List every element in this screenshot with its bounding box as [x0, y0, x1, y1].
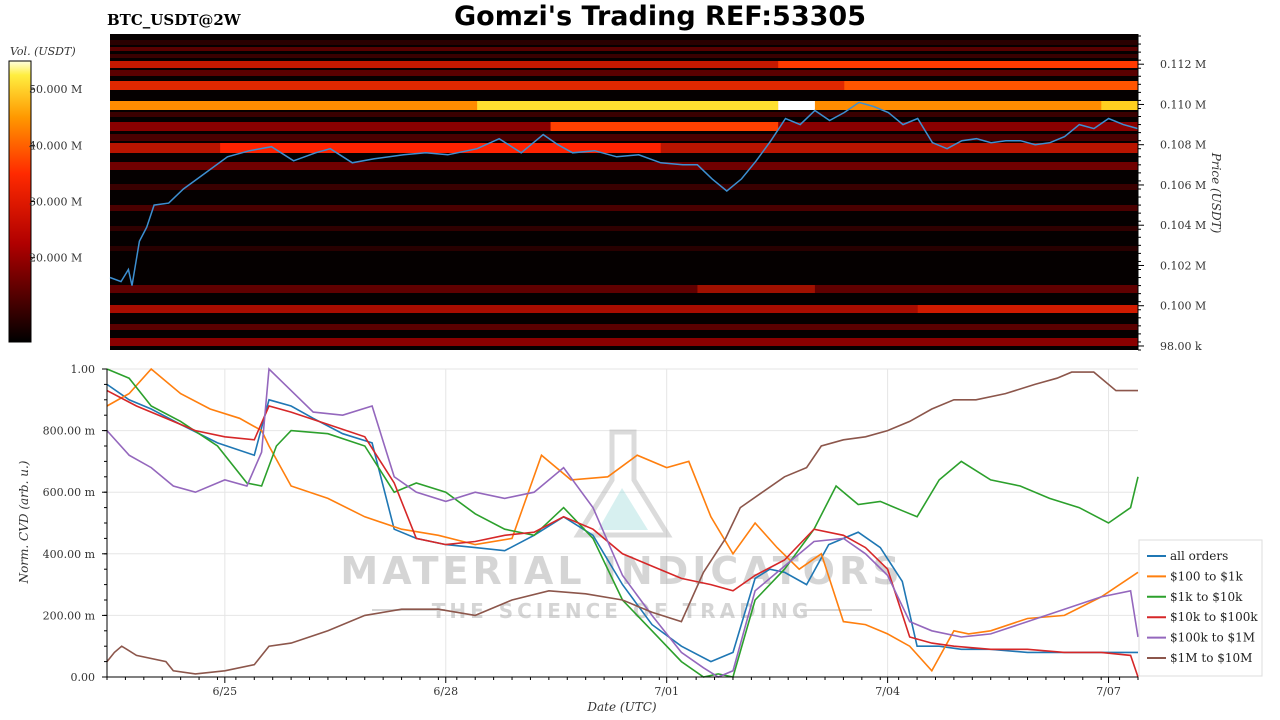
series-line-100_1k [106, 367, 1139, 673]
colorbar-tick-label: 50.000 M [29, 83, 82, 96]
series-line-1m_10m [106, 371, 1138, 675]
heatmap-band-highlight [778, 61, 1138, 68]
chart-title: Gomzi's Trading REF:53305 [454, 1, 866, 32]
legend-entry: $100 to $1k [1170, 569, 1243, 583]
heatmap-band [110, 324, 1138, 330]
legend-entry: $1M to $10M [1170, 651, 1252, 665]
heatmap-band [110, 246, 1138, 251]
heatmap-band [110, 54, 1138, 58]
heatmap-band [110, 184, 1138, 190]
heatmap-band-highlight [917, 305, 1138, 313]
heatmap-band [110, 205, 1138, 211]
series-line-100k_1m [106, 367, 1139, 678]
price-tick-label: 98.00 k [1160, 340, 1202, 353]
heatmap-band-highlight [1101, 101, 1138, 110]
heatmap-band [110, 70, 1138, 76]
price-axis-label: Price (USDT) [1209, 152, 1223, 234]
price-tick-label: 0.104 M [1160, 219, 1206, 232]
x-tick-label: 6/25 [212, 685, 237, 698]
price-axis-ticks: 0.112 M 0.110 M 0.108 M 0.106 M 0.104 M 0.102… [1138, 35, 1206, 353]
series-line-10k_100k [106, 389, 1139, 678]
heatmap-band [110, 162, 1138, 170]
series-line-all_orders [106, 383, 1138, 663]
price-tick-label: 0.110 M [1160, 98, 1206, 111]
cvd-axes: 1.00 800.00 m 600.00 m 400.00 m 200.00 m 0.00… [43, 363, 1139, 698]
x-axis-label: Date (UTC) [586, 700, 656, 714]
heatmap-band [110, 81, 1138, 90]
cvd-y-tick-label: 600.00 m [43, 486, 96, 499]
heatmap-band-highlight [220, 143, 661, 153]
heatmap-band-highlight [778, 101, 815, 110]
cvd-series [106, 367, 1139, 678]
flask-icon [573, 429, 673, 538]
legend: all orders $100 to $1k $1k to $10k $10k to … [1138, 539, 1263, 677]
heatmap-band [110, 338, 1138, 346]
legend-entry: $100k to $1M [1170, 631, 1255, 645]
cvd-y-tick-label: 200.00 m [43, 609, 96, 622]
heatmap-band [110, 47, 1138, 51]
price-tick-label: 0.102 M [1160, 259, 1206, 272]
heatmap-band-highlight [844, 81, 1138, 90]
price-tick-label: 0.100 M [1160, 300, 1206, 313]
x-tick-label: 7/01 [654, 685, 679, 698]
heatmap-band [110, 134, 1138, 141]
heatmap-band-highlight [477, 101, 779, 110]
price-line [109, 101, 1139, 286]
symbol-label: BTC_USDT@2W [107, 11, 242, 29]
cvd-panel [107, 368, 1138, 678]
colorbar-ticks: 50.000 M 40.000 M 30.000 M 20.000 M [29, 83, 82, 265]
heatmap-band [110, 305, 1138, 313]
heatmap-band [110, 226, 1138, 231]
legend-entry: $1k to $10k [1170, 590, 1243, 604]
colorbar-tick-label: 20.000 M [29, 252, 82, 265]
cvd-y-tick-label: 0.00 [71, 671, 96, 684]
cvd-x-ticks: 6/25 6/28 7/01 7/04 7/07 [106, 677, 1139, 698]
heatmap-cells [110, 40, 1138, 346]
heatmap-band [110, 112, 1138, 117]
heatmap-band [110, 40, 1138, 45]
cvd-y-tick-label: 1.00 [71, 363, 96, 376]
colorbar [8, 60, 32, 343]
legend-entry: all orders [1170, 549, 1228, 563]
cvd-y-axis-label: Norm. CVD (arb. u.) [17, 460, 31, 584]
x-tick-label: 6/28 [433, 685, 458, 698]
heatmap-band-highlight [550, 122, 779, 131]
cvd-y-tick-label: 800.00 m [43, 425, 96, 438]
price-tick-label: 0.106 M [1160, 179, 1206, 192]
heatmap-band-highlight [697, 285, 815, 293]
cvd-y-ticks: 1.00 800.00 m 600.00 m 400.00 m 200.00 m 0.00 [43, 363, 107, 684]
price-tick-label: 0.108 M [1160, 139, 1206, 152]
colorbar-label: Vol. (USDT) [10, 45, 76, 58]
watermark-tagline: THE SCIENCE OF TRADING [432, 599, 813, 623]
heatmap-band [110, 285, 1138, 293]
heatmap-band [110, 61, 1138, 68]
colorbar-tick-label: 30.000 M [29, 196, 82, 209]
x-tick-label: 7/07 [1096, 685, 1121, 698]
price-tick-label: 0.112 M [1160, 58, 1206, 71]
heatmap-panel: 0.112 M 0.110 M 0.108 M 0.106 M 0.104 M 0.102… [109, 34, 1206, 353]
series-line-1k_10k [106, 368, 1139, 678]
x-tick-label: 7/04 [875, 685, 900, 698]
cvd-y-tick-label: 400.00 m [43, 548, 96, 561]
legend-entry: $10k to $100k [1170, 610, 1258, 624]
colorbar-tick-label: 40.000 M [29, 139, 82, 152]
